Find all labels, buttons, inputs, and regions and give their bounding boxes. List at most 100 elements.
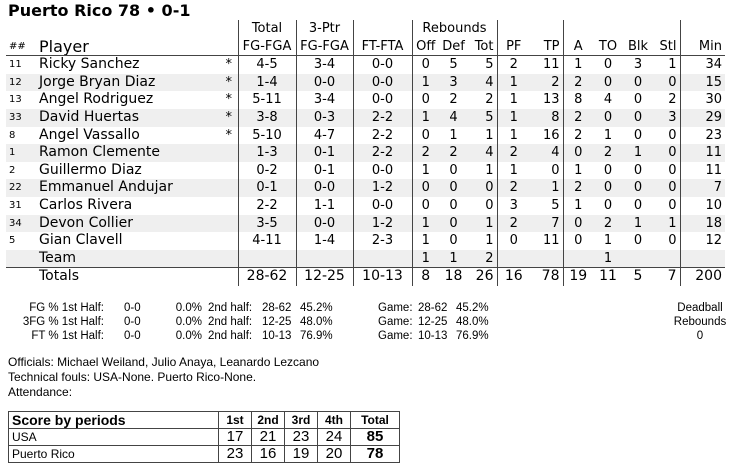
cell-def: 1 bbox=[439, 249, 468, 268]
cell-min: Min bbox=[679, 37, 725, 57]
cell-stl: 2 bbox=[668, 92, 677, 108]
cell-to: 1 bbox=[603, 127, 613, 143]
cell-starter: * bbox=[225, 127, 233, 143]
deadball-value: 0 bbox=[696, 330, 704, 342]
player-row: 5 Gian Clavell 4-11 1-4 2-3 1 0 1 0 11 0 1 0 0 12 bbox=[6, 232, 725, 250]
shooting-h1p: 0.0% bbox=[175, 302, 202, 314]
attendance: Attendance: bbox=[8, 385, 73, 399]
cell-ast: 0 bbox=[562, 232, 593, 250]
cell-blk: 1 bbox=[623, 144, 653, 162]
cell-off: 1 bbox=[411, 73, 439, 92]
cell-ft: 0-0 bbox=[352, 55, 412, 74]
cell-tot: 0 bbox=[485, 197, 494, 213]
cell-blk: 0 bbox=[633, 162, 643, 178]
team-name: USA bbox=[8, 428, 219, 446]
cell-tot: 5 bbox=[485, 57, 494, 73]
cell-def: Def bbox=[439, 37, 468, 57]
shooting-h2l: 2nd half: bbox=[208, 316, 253, 328]
cell-to: 2 bbox=[593, 144, 623, 162]
cell-pf: 2 bbox=[496, 55, 530, 74]
shooting-g: 10-13 bbox=[418, 330, 448, 342]
technical-fouls: Technical fouls: USA-None. Puerto Rico-N… bbox=[8, 370, 257, 384]
cell-min: 23 bbox=[679, 126, 725, 145]
shooting-label: 3FG % 1st Half: bbox=[22, 316, 104, 328]
cell-pf: 1 bbox=[496, 73, 530, 92]
cell-to: TO bbox=[593, 37, 623, 57]
cell-off: 1 bbox=[411, 214, 439, 233]
cell-number: 22 bbox=[6, 179, 36, 197]
cell-min: 200 bbox=[679, 267, 725, 286]
cell-to: 11 bbox=[593, 267, 623, 286]
cell-off: 2 bbox=[411, 144, 439, 162]
totals-row: Totals 28-62 12-25 10-13 8 18 26 16 78 19 11 5 7 200 bbox=[6, 267, 725, 286]
cell-starter bbox=[220, 144, 238, 162]
cell-three: 0-1 bbox=[295, 144, 353, 162]
cell-off: Off bbox=[411, 37, 439, 57]
cell-pf: 2 bbox=[496, 214, 530, 233]
score: 23 bbox=[218, 445, 252, 463]
period-total: Total bbox=[350, 411, 400, 429]
cell-stl: 7 bbox=[653, 267, 680, 286]
cell-tot: 4 bbox=[468, 144, 497, 162]
cell-to: 1 bbox=[603, 233, 613, 249]
cell-player: Player bbox=[36, 37, 220, 57]
cell-starter: * bbox=[225, 57, 233, 73]
period-4th: 4th bbox=[317, 411, 351, 429]
cell-off: 1 bbox=[411, 108, 439, 127]
game-notes: Officials: Michael Weiland, Julio Anaya,… bbox=[8, 355, 319, 400]
shooting-h2p: 45.2% bbox=[300, 302, 333, 314]
cell-player: Totals bbox=[36, 267, 220, 286]
cell-starter: * bbox=[220, 73, 238, 92]
cell-ft: 2-2 bbox=[352, 144, 412, 162]
player-row: 13 Angel Rodriguez * 5-11 3-4 0-0 0 2 2 1 13 8 4 0 2 30 bbox=[6, 91, 725, 109]
cell-ast: 8 bbox=[562, 91, 593, 109]
cell-ft: 1-2 bbox=[352, 214, 412, 233]
cell-starter bbox=[220, 232, 238, 250]
cell-ft bbox=[352, 249, 412, 268]
cell-blk: 5 bbox=[623, 267, 653, 286]
cell-off: 0 bbox=[411, 55, 439, 74]
cell-to: 4 bbox=[603, 92, 613, 108]
cell-stl: 0 bbox=[668, 197, 677, 213]
player-row: 34 Devon Collier 3-5 0-0 1-2 1 0 1 2 7 0 2 1 1 18 bbox=[6, 214, 725, 233]
cell-to: 0 bbox=[593, 73, 623, 92]
cell-tp: 7 bbox=[530, 214, 563, 233]
cell-def: 3 bbox=[439, 73, 468, 92]
cell-number: 12 bbox=[6, 73, 36, 92]
cell-ft: 0-0 bbox=[352, 91, 412, 109]
cell-pf bbox=[496, 249, 530, 268]
cell-ft: 2-2 bbox=[352, 108, 412, 127]
cell-number: 11 bbox=[9, 59, 22, 71]
cell-number: 8 bbox=[9, 129, 16, 141]
cell-ft: 0-0 bbox=[352, 73, 412, 92]
cell-number bbox=[6, 267, 36, 286]
cell-tot: Tot bbox=[468, 37, 497, 57]
cell-pf: 3 bbox=[496, 196, 530, 215]
rebounds-label: Rebounds bbox=[673, 316, 727, 328]
cell-ast: 1 bbox=[562, 196, 593, 215]
cell-fg: 0-1 bbox=[237, 179, 296, 197]
cell-three: 0-0 bbox=[295, 73, 353, 92]
cell-fg: 4-5 bbox=[237, 55, 296, 74]
cell-starter: * bbox=[225, 92, 233, 108]
cell-blk: 0 bbox=[633, 92, 643, 108]
cell-tp: 5 bbox=[551, 197, 560, 213]
cell-stl: 0 bbox=[653, 144, 680, 162]
cell-ft: 2-3 bbox=[352, 232, 412, 250]
cell-number: 34 bbox=[6, 214, 36, 233]
cell-def: 1 bbox=[449, 127, 458, 143]
cell-player: Angel Rodriguez bbox=[39, 91, 154, 108]
cell-three bbox=[295, 249, 353, 268]
shooting-h1: 0-0 bbox=[124, 302, 141, 314]
cell-ast: 2 bbox=[562, 73, 593, 92]
team-name: Puerto Rico bbox=[8, 445, 219, 463]
cell-player: Ricky Sanchez bbox=[39, 56, 140, 73]
cell-player: Jorge Bryan Diaz bbox=[36, 73, 220, 92]
shooting-gl: Game: bbox=[378, 330, 413, 342]
cell-to: 2 bbox=[593, 214, 623, 233]
cell-tot: 2 bbox=[468, 249, 497, 268]
cell-min: 18 bbox=[679, 214, 725, 233]
shooting-h2: 28-62 bbox=[262, 302, 292, 314]
cell-ast: 1 bbox=[562, 161, 593, 180]
cell-fg: FG-FGA bbox=[237, 37, 296, 57]
